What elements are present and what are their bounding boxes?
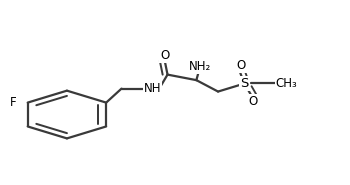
Text: NH₂: NH₂ (189, 60, 211, 73)
Text: O: O (249, 95, 258, 108)
Text: O: O (160, 49, 169, 62)
Text: NH: NH (144, 82, 161, 95)
Text: F: F (10, 96, 16, 109)
Text: S: S (240, 77, 249, 90)
Text: CH₃: CH₃ (276, 77, 298, 90)
Text: O: O (237, 59, 246, 72)
